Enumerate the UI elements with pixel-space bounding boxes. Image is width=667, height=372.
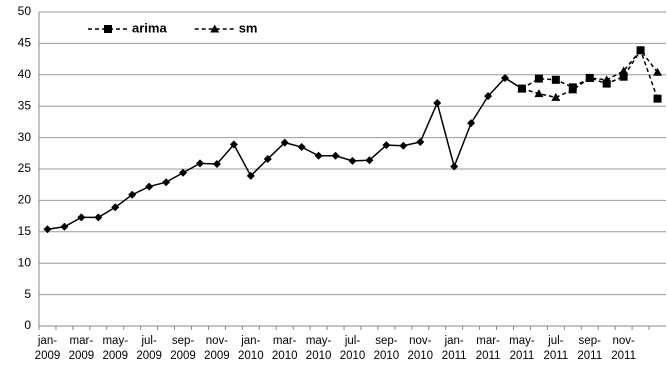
marker bbox=[94, 213, 103, 222]
marker bbox=[43, 225, 52, 234]
x-tick-label: may-2009 bbox=[102, 335, 129, 362]
y-tick-label: 15 bbox=[18, 224, 32, 238]
y-tick-label: 25 bbox=[18, 161, 32, 175]
y-tick-label: 10 bbox=[18, 255, 32, 269]
marker bbox=[551, 92, 561, 101]
marker bbox=[210, 24, 220, 33]
marker bbox=[128, 190, 137, 199]
x-tick-label: nov-2010 bbox=[407, 335, 434, 362]
marker bbox=[653, 67, 663, 76]
marker bbox=[212, 159, 221, 168]
marker bbox=[416, 137, 425, 146]
marker bbox=[619, 66, 629, 75]
marker bbox=[450, 162, 459, 171]
marker bbox=[602, 79, 611, 88]
x-tick-label: mar-2010 bbox=[271, 335, 298, 362]
marker bbox=[314, 151, 323, 160]
y-tick-label: 20 bbox=[18, 193, 32, 207]
y-tick-label: 30 bbox=[18, 130, 32, 144]
marker bbox=[331, 151, 340, 160]
marker bbox=[568, 85, 578, 94]
x-tick-label: sep-2009 bbox=[170, 335, 196, 362]
marker bbox=[280, 138, 289, 147]
x-tick-label: sep-2011 bbox=[577, 335, 603, 362]
y-tick-label: 50 bbox=[18, 4, 32, 18]
x-tick-label: mar-2011 bbox=[475, 335, 501, 362]
marker bbox=[534, 74, 543, 83]
y-tick-label: 35 bbox=[18, 98, 32, 112]
x-tick-label: sep-2010 bbox=[373, 335, 400, 362]
marker bbox=[263, 154, 272, 163]
y-tick-label: 45 bbox=[18, 36, 32, 50]
marker bbox=[365, 156, 374, 165]
marker bbox=[585, 73, 595, 82]
marker bbox=[297, 143, 306, 152]
x-tick-label: jan-2011 bbox=[441, 335, 467, 362]
x-tick-label: mar-2009 bbox=[68, 335, 95, 362]
marker bbox=[104, 25, 112, 33]
y-tick-label: 5 bbox=[24, 287, 31, 301]
marker bbox=[433, 99, 442, 108]
marker bbox=[619, 72, 628, 81]
marker bbox=[636, 45, 646, 54]
marker bbox=[111, 203, 120, 212]
x-tick-label: jan-2010 bbox=[238, 335, 264, 362]
x-tick-label: jul-2011 bbox=[543, 335, 569, 362]
marker bbox=[517, 84, 527, 93]
marker bbox=[348, 156, 357, 165]
marker bbox=[179, 168, 188, 177]
x-tick-label: jan-2009 bbox=[34, 335, 61, 362]
marker bbox=[162, 178, 171, 187]
marker bbox=[145, 182, 154, 191]
x-tick-label: jul-2009 bbox=[136, 335, 162, 362]
y-tick-label: 40 bbox=[18, 67, 32, 81]
marker bbox=[484, 92, 493, 101]
x-tick-label: nov-2011 bbox=[611, 335, 636, 362]
marker bbox=[467, 119, 476, 128]
marker bbox=[229, 140, 238, 149]
marker bbox=[382, 141, 391, 150]
marker bbox=[195, 159, 204, 168]
x-tick-label: may-2011 bbox=[509, 335, 535, 362]
series-line bbox=[521, 49, 659, 99]
marker bbox=[501, 73, 510, 82]
legend-label: arima bbox=[132, 20, 167, 35]
x-tick-label: nov-2009 bbox=[204, 335, 230, 362]
marker bbox=[399, 141, 408, 150]
marker bbox=[60, 222, 69, 231]
x-tick-label: jul-2010 bbox=[339, 335, 366, 362]
marker bbox=[534, 89, 544, 98]
x-tick-label: may-2010 bbox=[305, 335, 332, 362]
series-line bbox=[47, 76, 523, 231]
legend-label: sm bbox=[239, 20, 258, 35]
marker bbox=[653, 94, 662, 103]
marker bbox=[602, 75, 612, 84]
y-tick-label: 0 bbox=[24, 318, 31, 332]
marker bbox=[246, 171, 255, 180]
marker bbox=[77, 213, 86, 222]
marker bbox=[551, 75, 560, 84]
